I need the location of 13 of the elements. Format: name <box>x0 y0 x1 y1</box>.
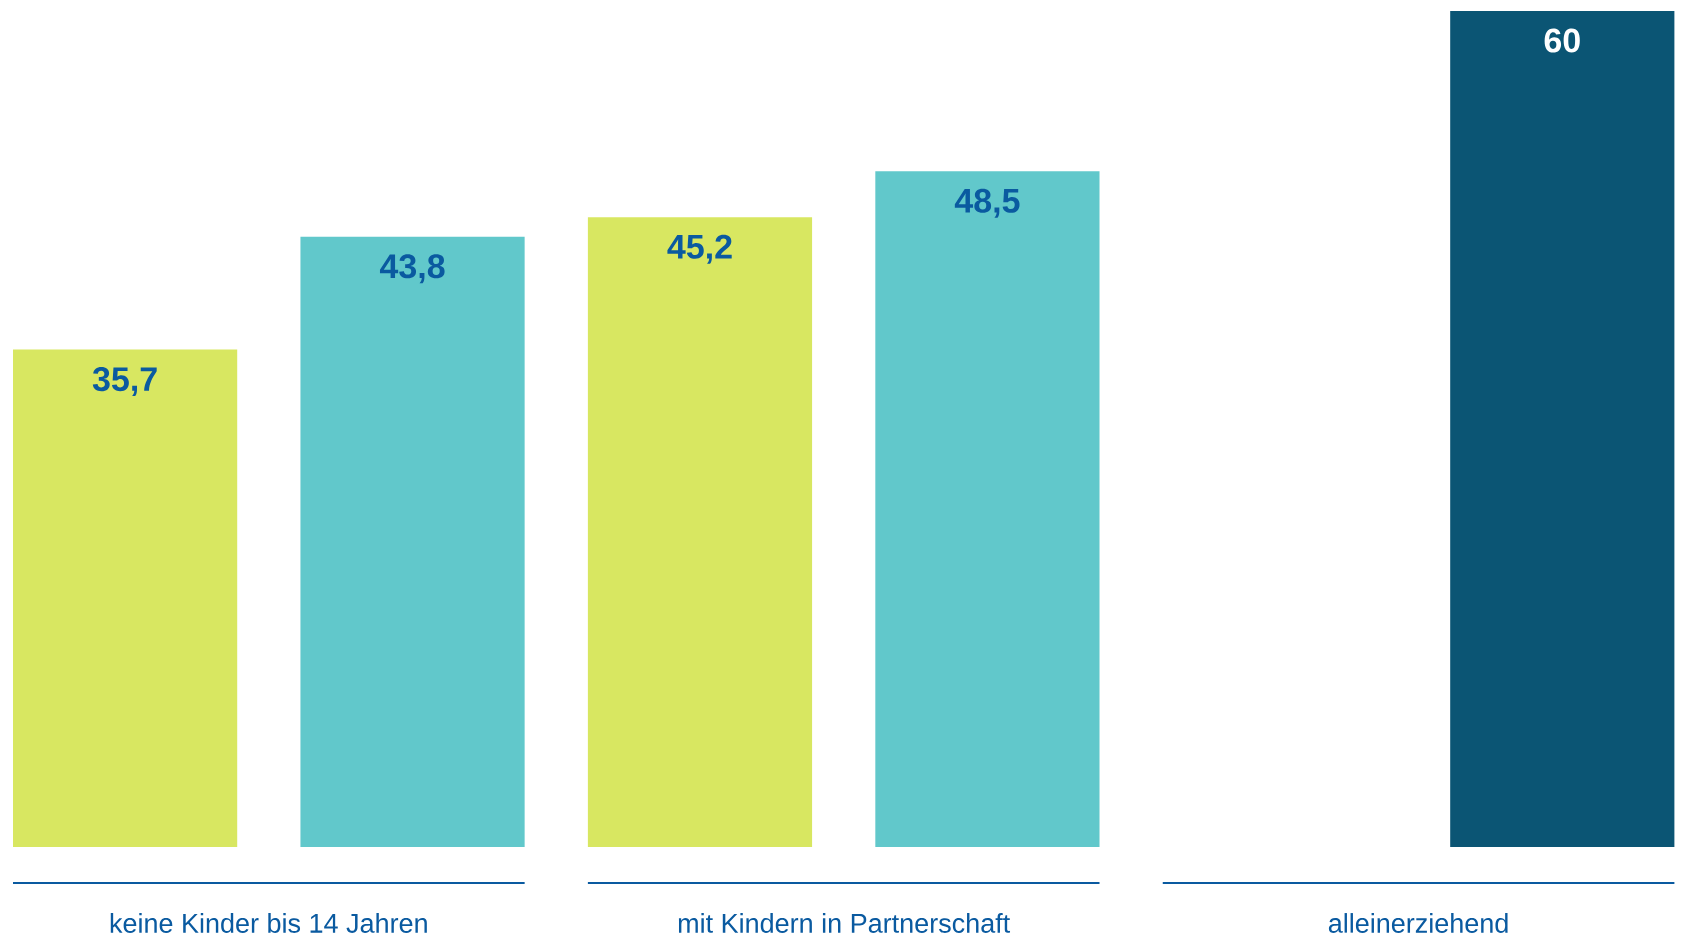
bar <box>1450 10 1675 847</box>
data-label: 45,2 <box>667 234 732 264</box>
bar <box>300 236 525 847</box>
x-tick-label: mit Kindern in Partnerschaft <box>678 913 1011 933</box>
bar <box>587 217 813 847</box>
x-tick-label: alleinerziehend <box>1328 913 1508 933</box>
bar <box>875 171 1100 847</box>
bar <box>13 349 238 847</box>
data-label: 43,8 <box>379 254 445 284</box>
data-label: 48,5 <box>954 188 1020 218</box>
data-label: 35,7 <box>92 367 157 397</box>
data-label: 60 <box>1544 28 1580 53</box>
x-tick-label: keine Kinder bis 14 Jahren <box>110 913 427 933</box>
